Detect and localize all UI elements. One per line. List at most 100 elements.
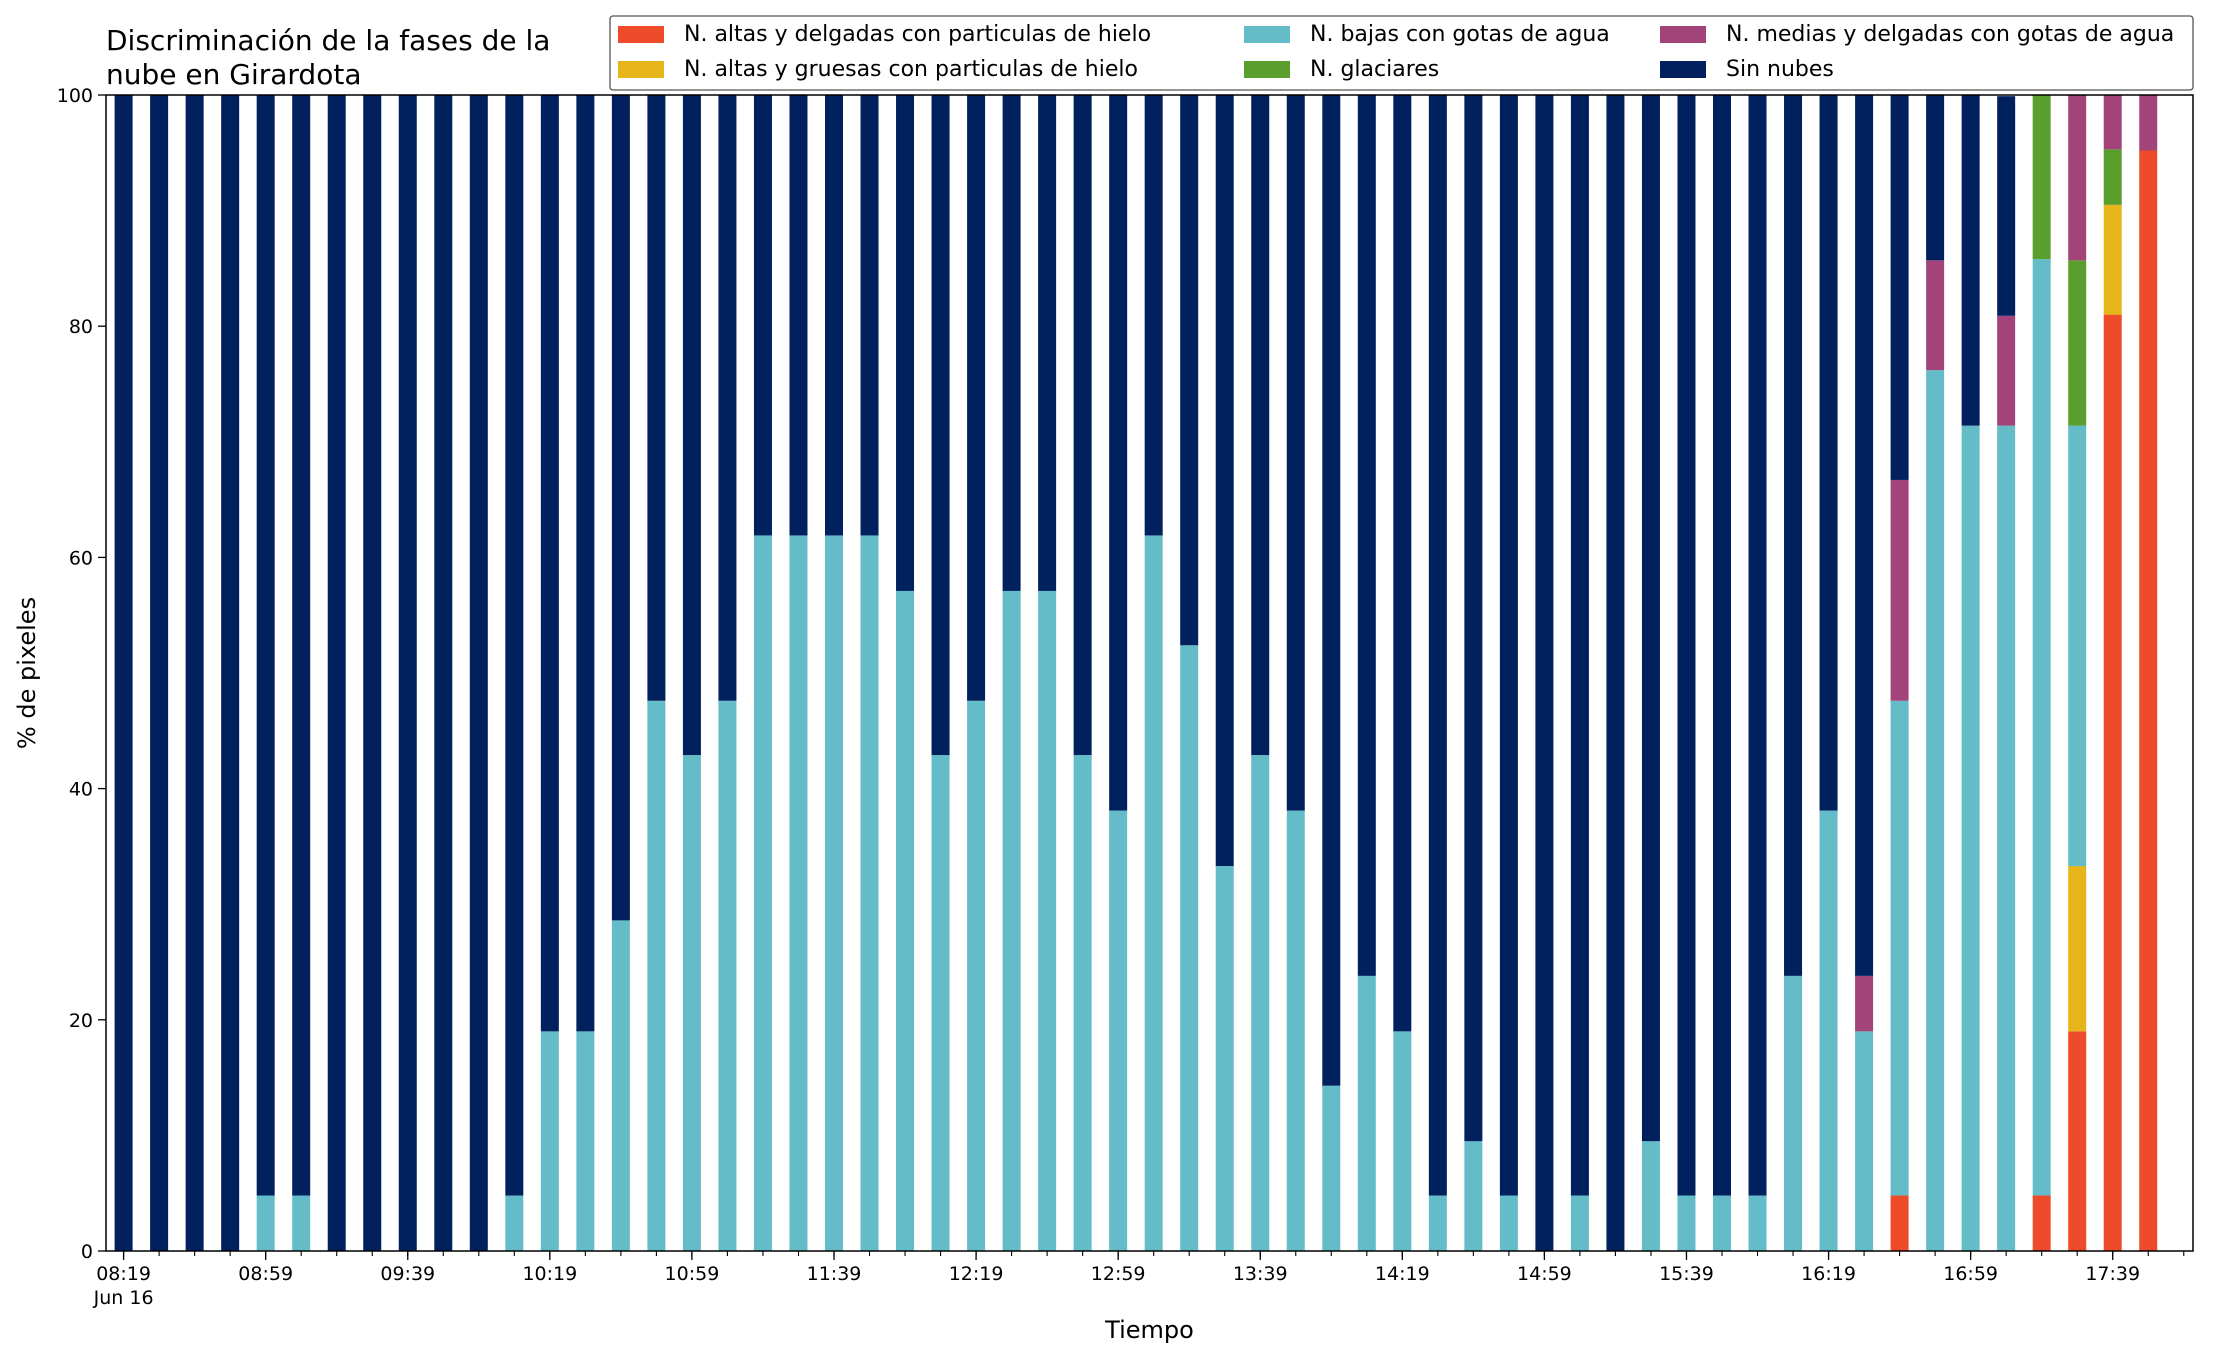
bar-segment — [718, 700, 737, 1251]
bar-segment — [1606, 95, 1625, 1251]
bar-segment — [256, 95, 275, 1196]
bar-segment — [2103, 314, 2122, 1251]
bar-segment — [363, 95, 382, 1251]
legend-label: N. medias y delgadas con gotas de agua — [1726, 22, 2174, 47]
bar-segment — [398, 95, 417, 1251]
legend-box — [609, 15, 2194, 91]
bar-segment — [1570, 95, 1589, 1196]
bar-segment — [1109, 95, 1128, 811]
bar-segment — [2139, 95, 2158, 151]
bar-segment — [1215, 866, 1234, 1251]
bar-segment — [1926, 260, 1945, 371]
bar-segment — [2032, 95, 2051, 260]
x-tick-label: 17:39 — [2085, 1263, 2140, 1285]
bar-segment — [1144, 95, 1163, 536]
bar-segment — [1713, 95, 1731, 1196]
bar-segment — [1286, 95, 1305, 811]
series-2 — [256, 259, 2087, 1251]
bar-segment — [150, 95, 169, 1251]
bar-segment — [2032, 1195, 2051, 1251]
bar-segment — [327, 95, 346, 1251]
legend-item: N. altas y delgadas con particulas de hi… — [618, 22, 1151, 47]
bar-segment — [1997, 315, 2016, 426]
bar-segment — [185, 95, 204, 1251]
bar-segment — [2103, 95, 2122, 150]
legend: N. altas y delgadas con particulas de hi… — [609, 15, 2194, 91]
bar-segment — [789, 535, 808, 1251]
bar-segment — [1890, 95, 1909, 480]
bar-segment — [896, 590, 915, 1251]
bars-group — [114, 95, 2158, 1252]
bar-segment — [1322, 95, 1341, 1086]
bar-segment — [1180, 95, 1199, 646]
bar-segment — [1570, 1195, 1589, 1251]
bar-segment — [1144, 535, 1163, 1251]
bar-segment — [2068, 866, 2087, 1032]
y-tick-label: 60 — [69, 547, 93, 569]
bar-segment — [576, 95, 595, 1032]
bar-segment — [1109, 810, 1128, 1251]
bar-segment — [1393, 1031, 1412, 1251]
bar-segment — [1713, 1195, 1731, 1251]
legend-swatch — [1660, 61, 1706, 78]
bar-segment — [1926, 370, 1945, 1251]
bar-segment — [505, 1195, 524, 1251]
bar-segment — [2068, 260, 2087, 426]
bar-segment — [1464, 95, 1483, 1142]
chart-title: Discriminación de la fases de la — [106, 24, 550, 57]
bar-segment — [1641, 1141, 1660, 1251]
bar-segment — [1357, 95, 1376, 976]
bar-segment — [753, 535, 772, 1251]
bar-segment — [221, 95, 240, 1251]
legend-label: N. altas y gruesas con particulas de hie… — [684, 57, 1138, 82]
bar-segment — [1641, 95, 1660, 1142]
bar-segment — [1677, 95, 1696, 1196]
bar-segment — [1961, 95, 1980, 426]
bar-segment — [825, 95, 843, 536]
bar-segment — [1180, 645, 1199, 1251]
bar-segment — [540, 95, 559, 1032]
bar-segment — [1286, 810, 1305, 1251]
bar-segment — [2068, 425, 2087, 867]
series-3 — [2032, 95, 2122, 426]
bar-segment — [1535, 95, 1554, 1251]
bar-segment — [1002, 95, 1021, 591]
bar-segment — [1890, 1195, 1909, 1251]
bar-segment — [1997, 96, 2016, 316]
series-1 — [2068, 204, 2122, 1032]
bar-segment — [1784, 95, 1803, 976]
bar-segment — [682, 755, 701, 1251]
bar-segment — [1819, 95, 1838, 811]
bar-segment — [825, 535, 843, 1251]
bar-segment — [1428, 95, 1447, 1196]
bar-segment — [1748, 1195, 1767, 1251]
bar-segment — [860, 95, 879, 536]
bar-segment — [753, 95, 772, 536]
series-0 — [1890, 150, 2158, 1252]
bar-segment — [2103, 149, 2122, 205]
bar-segment — [2103, 204, 2122, 315]
bar-segment — [1855, 1031, 1874, 1251]
y-tick-label: 20 — [69, 1010, 93, 1032]
bar-segment — [1890, 700, 1909, 1196]
bar-segment — [1251, 95, 1270, 756]
legend-swatch — [1244, 61, 1290, 78]
legend-label: N. altas y delgadas con particulas de hi… — [684, 22, 1151, 47]
bar-segment — [1784, 975, 1803, 1251]
x-tick-label: 10:19 — [522, 1263, 577, 1285]
bar-segment — [1890, 479, 1909, 701]
bar-segment — [860, 535, 879, 1251]
x-tick-label: 10:59 — [665, 1263, 720, 1285]
legend-label: N. bajas con gotas de agua — [1310, 22, 1610, 47]
plot-frame — [105, 94, 2194, 1252]
bar-segment — [1038, 590, 1057, 1251]
bar-segment — [469, 95, 488, 1251]
bar-segment — [896, 95, 915, 591]
bar-segment — [114, 95, 133, 1251]
x-tick-label: 09:39 — [380, 1263, 435, 1285]
bar-segment — [1428, 1195, 1447, 1251]
legend-item: N. glaciares — [1244, 57, 1439, 82]
series-5 — [114, 95, 2016, 1251]
